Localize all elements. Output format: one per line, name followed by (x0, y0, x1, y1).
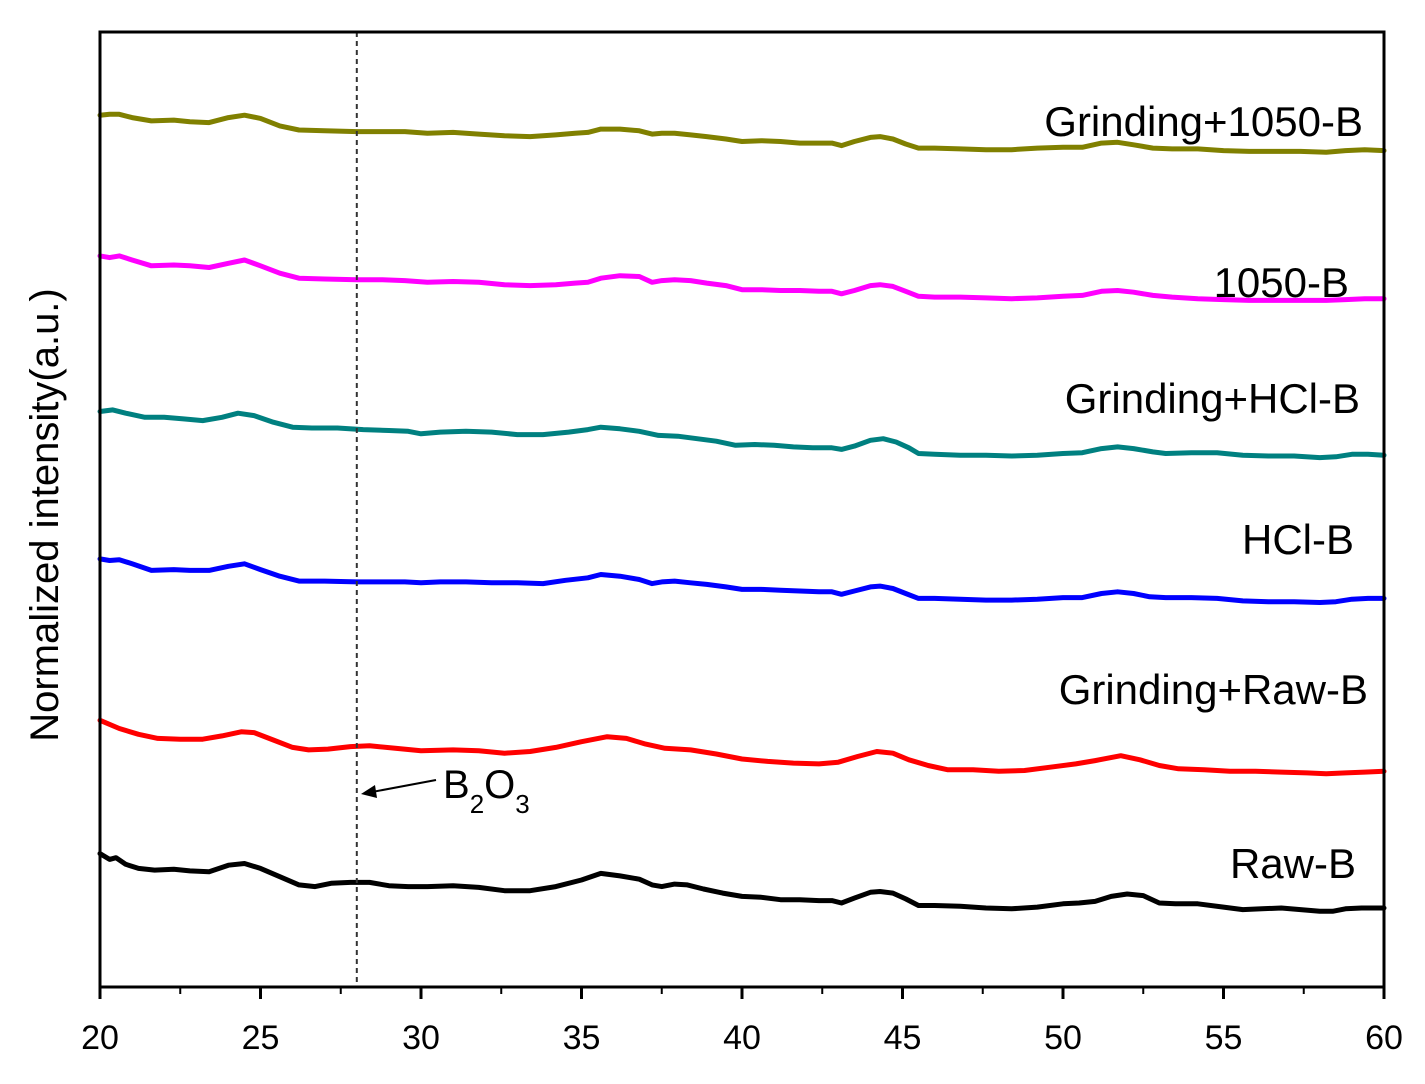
annotation-base-b: B (443, 763, 470, 807)
series-label-hcl-b: HCl-B (1242, 516, 1354, 563)
x-tick-label: 25 (242, 1019, 280, 1057)
annotation-arrowhead (361, 785, 377, 798)
series-line-grinding-hcl-b (97, 407, 1387, 461)
x-tick-label: 45 (884, 1019, 922, 1057)
series-label-1050-b: 1050-B (1214, 259, 1349, 306)
annotation-label: B2O3 (443, 763, 530, 819)
x-tick-label: 40 (723, 1019, 761, 1057)
annotation-sub-2: 2 (470, 789, 484, 819)
x-tick-label: 50 (1044, 1019, 1082, 1057)
series-label-grinding-hcl-b: Grinding+HCl-B (1065, 375, 1360, 422)
series-layer (97, 111, 1387, 914)
x-tick-label: 60 (1365, 1019, 1403, 1057)
x-tick-label: 30 (402, 1019, 440, 1057)
x-tick-label: 55 (1205, 1019, 1243, 1057)
annotation-arrow-shaft (371, 779, 437, 793)
series-label-grinding-raw-b: Grinding+Raw-B (1059, 666, 1368, 713)
x-tick-label: 20 (81, 1019, 119, 1057)
y-axis-title: Normalized intensity(a.u.) (23, 288, 67, 742)
series-line-1050-b (97, 253, 1387, 303)
series-line-raw-b (97, 851, 1387, 914)
series-line-grinding-raw-b (97, 717, 1387, 777)
b2o3-annotation: B2O3 (361, 763, 530, 819)
x-ticks: 20 25 30 35 40 45 50 55 60 (81, 987, 1403, 1057)
x-tick-label: 35 (563, 1019, 601, 1057)
series-line-hcl-b (97, 556, 1387, 605)
series-label-grinding-1050-b: Grinding+1050-B (1044, 98, 1363, 145)
series-label-raw-b: Raw-B (1230, 840, 1356, 887)
annotation-sub-3: 3 (515, 789, 529, 819)
annotation-base-o: O (484, 763, 515, 807)
series-labels: Raw-B Grinding+Raw-B HCl-B Grinding+HCl-B 10… (1044, 98, 1368, 887)
series-line-grinding-1050-b (97, 111, 1387, 155)
